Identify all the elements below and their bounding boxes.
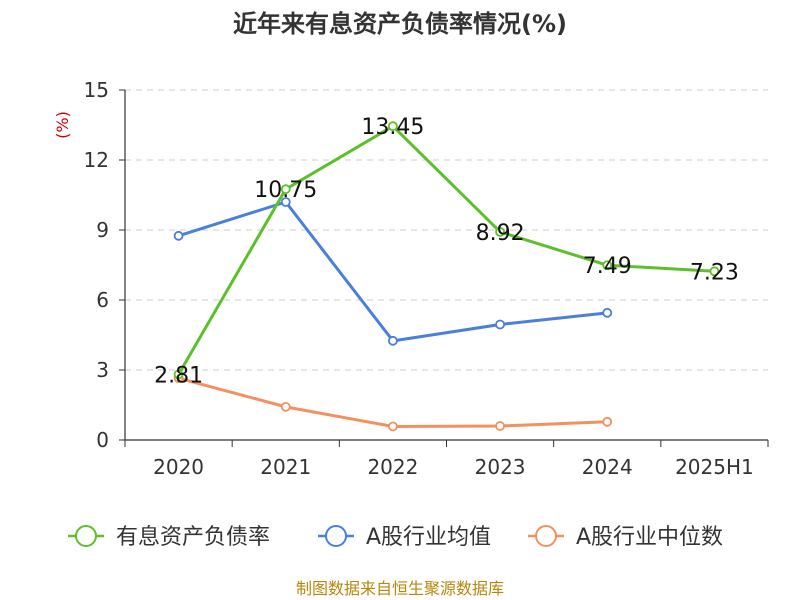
series-line-1 [178,200,608,343]
data-label-0: 2.81 [154,363,203,388]
data-point-1-3 [495,319,505,330]
x-tick-label-2020: 2020 [153,455,204,479]
legend-label-0: 有息资产负债率 [116,525,270,550]
y-tick-label-6: 6 [96,288,109,312]
data-point-1-4 [602,307,613,318]
x-tick-label-2023: 2023 [475,455,526,479]
x-tick-label-2021: 2021 [260,455,311,479]
data-point-0-1 [280,184,291,195]
data-label-4: 7.49 [583,254,632,279]
data-point-2-2 [388,421,398,432]
data-labels: 2.81 10.75 13.45 8.92 7.49 7.23 [154,115,739,388]
y-tick-label-3: 3 [96,358,109,382]
data-point-1-2 [388,335,398,346]
y-tick-label-0: 0 [96,428,109,452]
gridlines [125,89,768,371]
legend-marker-2 [535,525,557,547]
x-tick-label-2022: 2022 [367,455,418,479]
axes: 0 3 6 9 12 15 2020 2021 2022 2023 2024 2025H1 [84,78,769,479]
data-point-1-0 [173,230,184,241]
legend-label-2: A股行业中位数 [576,525,723,550]
data-point-0-3 [495,226,505,237]
chart-title: 近年来有息资产负债率情况(%) [233,10,567,38]
data-point-0-2 [388,121,398,132]
data-point-0-0 [173,369,184,380]
data-point-2-1 [280,401,291,412]
series-group [173,121,720,432]
data-point-0-5 [709,266,720,277]
legend-marker-1 [325,525,347,547]
data-label-1: 10.75 [254,178,317,203]
y-axis-unit: (%) [53,111,72,139]
source-note: 制图数据来自恒生聚源数据库 [296,579,504,598]
data-label-2: 13.45 [361,115,424,140]
data-point-2-4 [602,416,613,427]
legend: 有息资产负债率 A股行业均值 A股行业中位数 [68,525,723,550]
data-point-0-4 [602,260,613,271]
y-tick-label-15: 15 [84,78,109,102]
y-tick-label-12: 12 [84,148,109,172]
y-tick-label-9: 9 [96,218,109,242]
data-point-1-1 [280,197,291,207]
data-label-5: 7.23 [690,260,739,285]
series-line-2 [178,376,608,428]
data-label-3: 8.92 [476,221,525,246]
x-tick-label-2024: 2024 [582,455,633,479]
legend-marker-0 [75,525,97,547]
legend-label-1: A股行业均值 [366,525,491,550]
data-point-2-3 [495,421,505,431]
x-tick-label-2025H1: 2025H1 [675,455,754,479]
series-line-0 [177,124,715,376]
